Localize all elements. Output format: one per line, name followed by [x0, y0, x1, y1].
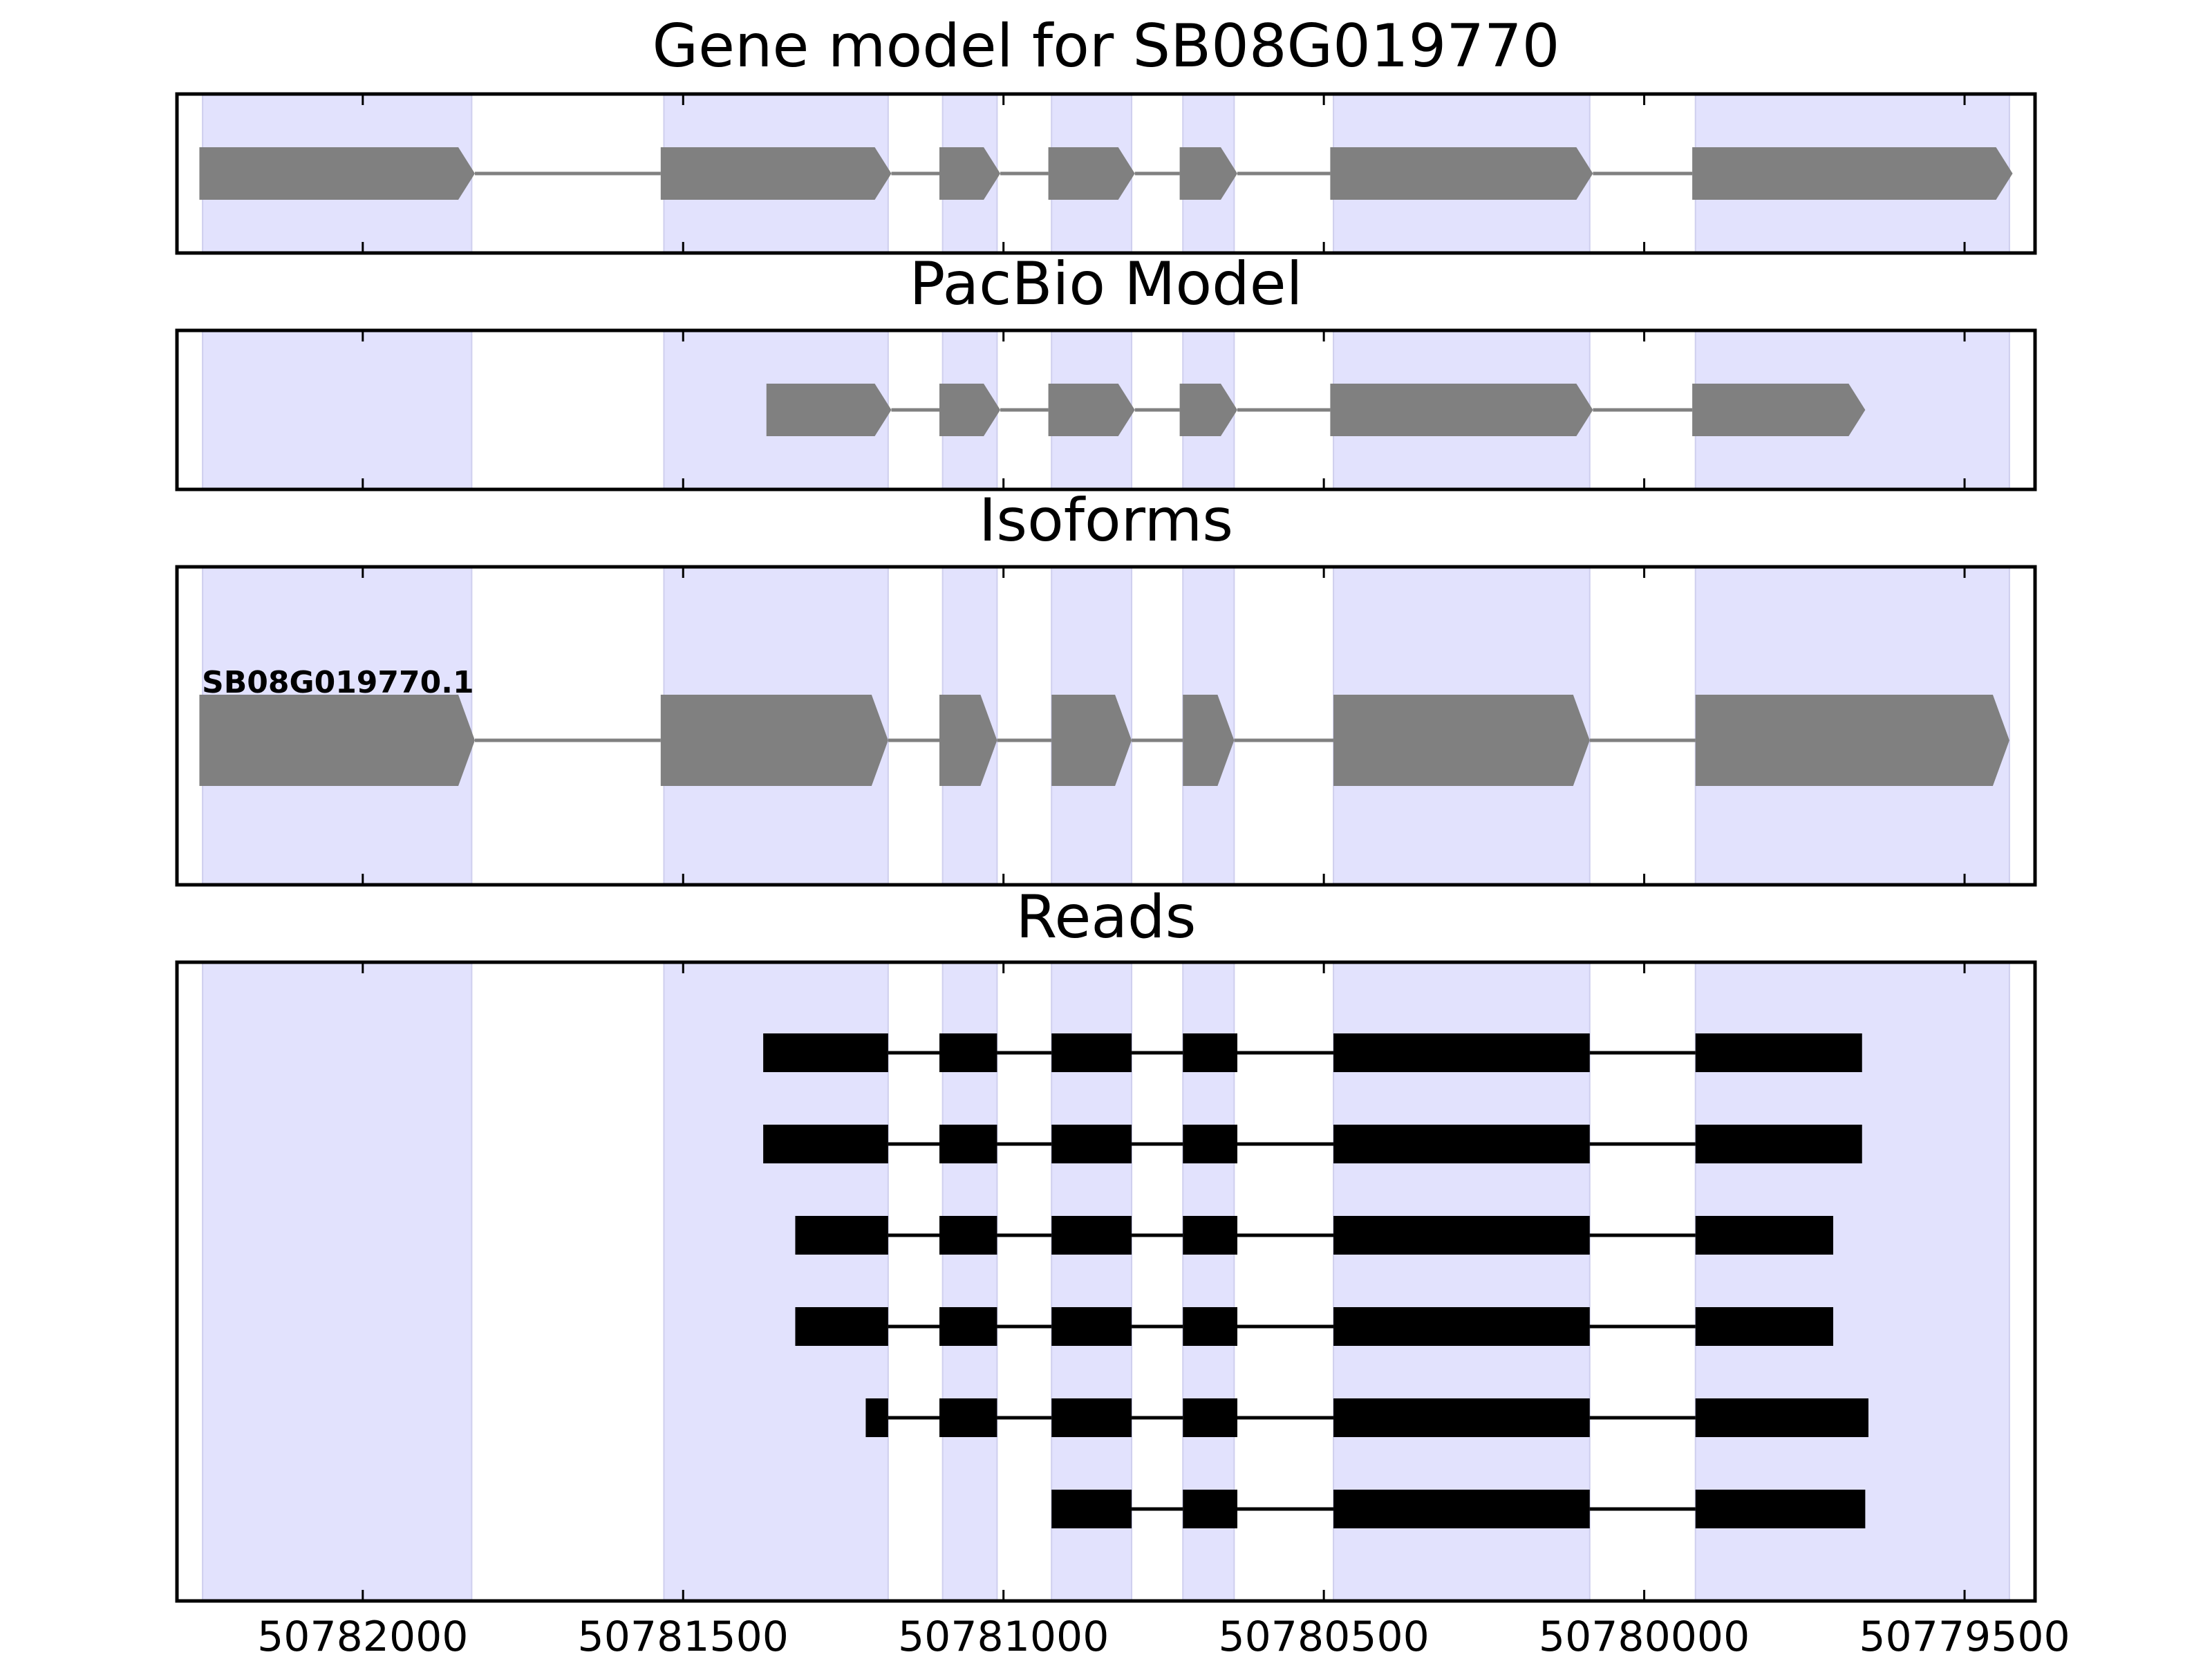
x-tick-label: 50781000: [898, 1613, 1109, 1659]
read-exon: [763, 1033, 888, 1072]
exon-highlight-band: [202, 330, 473, 490]
x-tick-label: 50782000: [257, 1613, 468, 1659]
panel-frame: [175, 565, 2037, 887]
panel-pacbio-model: PacBio Model: [175, 250, 2037, 491]
read-exon: [1333, 1307, 1590, 1346]
pacbio-model-exon: [1330, 384, 1593, 436]
read-exon: [1333, 1125, 1590, 1163]
pacbio-model-exon: [766, 384, 892, 436]
isoform-exon: [660, 695, 888, 786]
read-exon: [939, 1216, 997, 1255]
read-exon: [1695, 1398, 1869, 1437]
gene-model-exon: [1048, 147, 1135, 200]
read-exon: [1183, 1398, 1238, 1437]
panel-isoforms: Isoforms SB08G019770.1: [175, 486, 2037, 887]
exon-highlight-band: [202, 962, 473, 1602]
pacbio-model-exon: [1048, 384, 1135, 436]
read-exon: [1183, 1216, 1238, 1255]
read-exon: [1333, 1490, 1590, 1528]
panel-gene-model-body: [175, 92, 2037, 255]
read-exon: [1333, 1398, 1590, 1437]
gene-model-exon: [199, 147, 476, 200]
read-exon: [763, 1125, 888, 1163]
panel-reads: Reads: [175, 883, 2037, 1603]
read-exon: [865, 1398, 888, 1437]
x-tick-label: 50779500: [1859, 1613, 2070, 1659]
panel-title-pacbio-model: PacBio Model: [909, 250, 1302, 319]
read-exon: [939, 1307, 997, 1346]
panel-gene-model: Gene model for SB08G019770: [175, 12, 2037, 255]
panel-frame: [175, 328, 2037, 491]
gene-model-exon: [1692, 147, 2013, 200]
panel-title-isoforms: Isoforms: [979, 486, 1233, 555]
isoform-exon: [1183, 695, 1235, 786]
read-exon: [1695, 1216, 1834, 1255]
x-axis-tick-labels: 50782000 50781500 50781000 50780500 50780000…: [257, 1613, 2070, 1659]
read-exon: [1183, 1490, 1238, 1528]
read-exon: [1051, 1307, 1132, 1346]
x-tick-label: 50781500: [578, 1613, 789, 1659]
read-exon: [1051, 1216, 1132, 1255]
read-exon: [1051, 1398, 1132, 1437]
read-exon: [1183, 1125, 1238, 1163]
read-exon: [795, 1216, 888, 1255]
panel-title-gene-model: Gene model for SB08G019770: [653, 12, 1560, 81]
read-exon: [1333, 1216, 1590, 1255]
isoform-exon: [1333, 695, 1590, 786]
read-exon: [1051, 1125, 1132, 1163]
panel-frame: [175, 960, 2037, 1603]
panel-reads-body: [175, 960, 2037, 1603]
isoform-label: SB08G019770.1: [202, 665, 474, 700]
gene-model-exon: [660, 147, 892, 200]
read-exon: [1183, 1307, 1238, 1346]
isoform-exon: [939, 695, 997, 786]
read-exon: [795, 1307, 888, 1346]
read-exon: [1695, 1033, 1862, 1072]
pacbio-model-exon: [1692, 384, 1866, 436]
read-exon: [1695, 1307, 1834, 1346]
read-exon: [939, 1033, 997, 1072]
isoform-exon: [1051, 695, 1132, 786]
panel-pacbio-model-body: [175, 328, 2037, 491]
read-exon: [1695, 1490, 1866, 1528]
panel-frame: [175, 92, 2037, 255]
panel-isoforms-body: SB08G019770.1: [175, 565, 2037, 887]
gene-model-exon: [1179, 147, 1238, 200]
read-exon: [939, 1125, 997, 1163]
read-exon: [1051, 1490, 1132, 1528]
x-tick-label: 50780000: [1539, 1613, 1750, 1659]
read-exon: [1183, 1033, 1238, 1072]
read-exon: [1695, 1125, 1862, 1163]
pacbio-model-exon: [939, 384, 1001, 436]
x-tick-label: 50780500: [1218, 1613, 1429, 1659]
read-exon: [939, 1398, 997, 1437]
isoform-exon: [199, 695, 476, 786]
read-exon: [1333, 1033, 1590, 1072]
read-exon: [1051, 1033, 1132, 1072]
gene-model-exon: [1330, 147, 1593, 200]
pacbio-model-exon: [1179, 384, 1238, 436]
isoform-exon: [1695, 695, 2009, 786]
gene-model-exon: [939, 147, 1001, 200]
panel-title-reads: Reads: [1016, 883, 1197, 952]
